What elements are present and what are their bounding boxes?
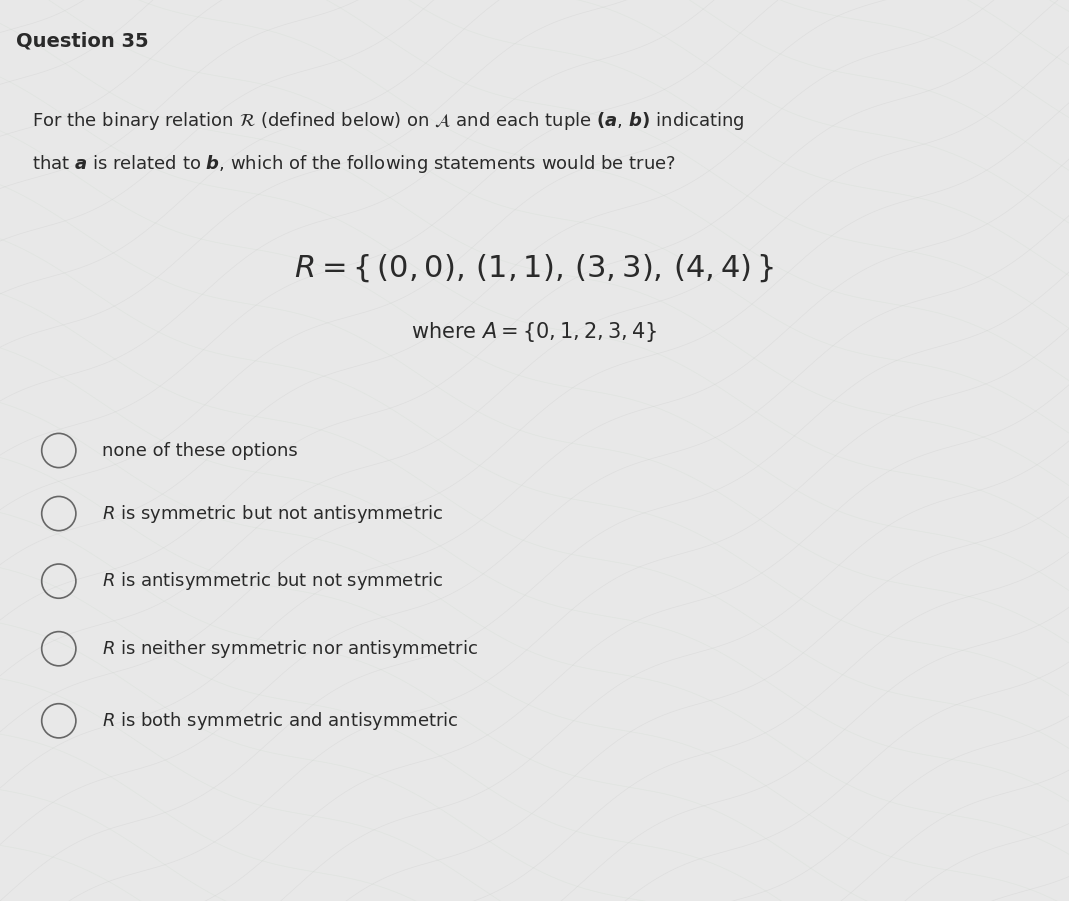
Text: $R = \{ \,(0, 0),\, (1, 1),\, (3, 3),\, (4, 4)\, \}$: $R = \{ \,(0, 0),\, (1, 1),\, (3, 3),\, … (294, 252, 775, 284)
Text: none of these options: none of these options (102, 441, 297, 460)
Text: $R$ is antisymmetric but not symmetric: $R$ is antisymmetric but not symmetric (102, 570, 443, 592)
Text: where $A = \{0, 1, 2, 3, 4\}$: where $A = \{0, 1, 2, 3, 4\}$ (412, 320, 657, 344)
Text: Question 35: Question 35 (16, 32, 149, 50)
Text: $R$ is symmetric but not antisymmetric: $R$ is symmetric but not antisymmetric (102, 503, 443, 524)
Text: $R$ is both symmetric and antisymmetric: $R$ is both symmetric and antisymmetric (102, 710, 459, 732)
Text: that $\boldsymbol{a}$ is related to $\boldsymbol{b}$, which of the following sta: that $\boldsymbol{a}$ is related to $\bo… (32, 153, 676, 175)
Text: $R$ is neither symmetric nor antisymmetric: $R$ is neither symmetric nor antisymmetr… (102, 638, 478, 660)
Text: For the binary relation $\mathcal{R}$ (defined below) on $\mathcal{A}$ and each : For the binary relation $\mathcal{R}$ (d… (32, 110, 745, 132)
